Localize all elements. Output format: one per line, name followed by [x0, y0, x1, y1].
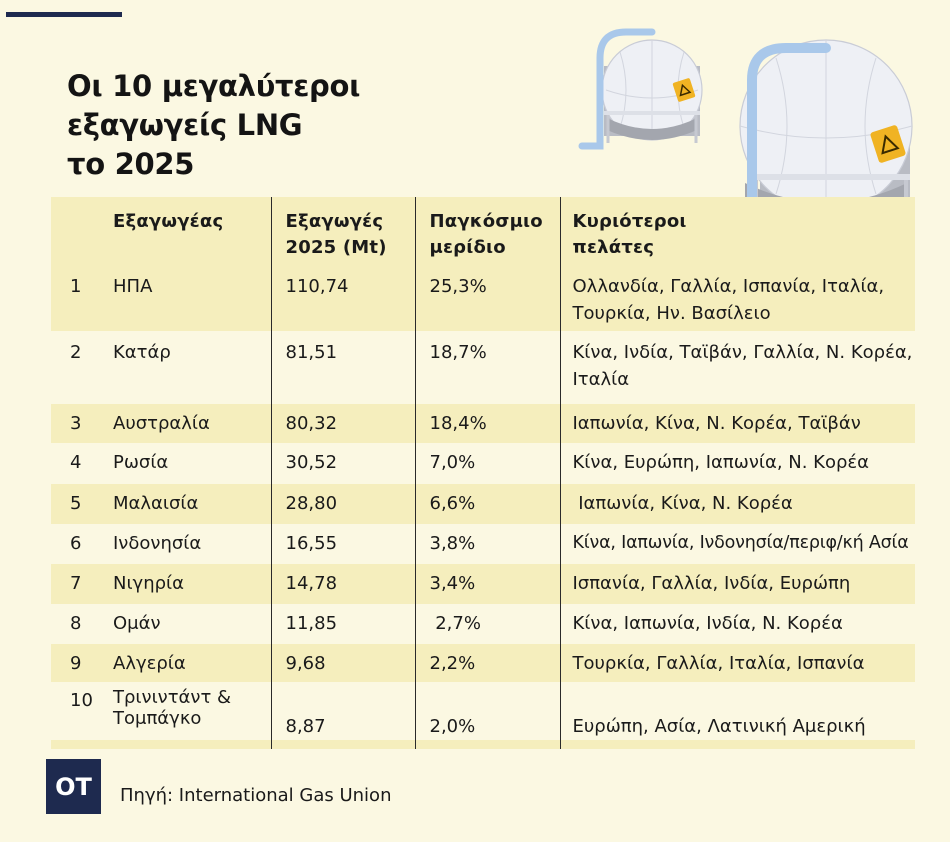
- table-row: 9 Αλγερία 9,68 2,2% Τουρκία, Γαλλία, Ιτα…: [51, 644, 915, 682]
- table-row: 8 Ομάν 11,85 2,7% Κίνα, Ιαπωνία, Ινδία, …: [51, 604, 915, 644]
- hazard-icon: [870, 125, 906, 163]
- header-share: Παγκόσμιο μερίδιο: [414, 197, 560, 270]
- cell-exporter: Ρωσία: [113, 452, 169, 473]
- lng-tank-icon: [578, 28, 703, 150]
- table-row: 6 Ινδονησία 16,55 3,8% Κίνα, Ιαπωνία, Ιν…: [51, 524, 915, 564]
- cell-exports: 8,87: [270, 682, 415, 740]
- lng-tanks-illustration: [578, 28, 913, 243]
- cell-rank: 10: [70, 690, 93, 711]
- title-line-3: το 2025: [67, 147, 195, 181]
- cell-customers: Ιαπωνία, Κίνα, Ν. Κορέα, Ταϊβάν: [559, 404, 915, 443]
- cell-exports: 11,85: [270, 604, 415, 644]
- cell-share: 3,4%: [414, 564, 560, 604]
- cell-customers: Τουρκία, Γαλλία, Ιταλία, Ισπανία: [559, 644, 915, 682]
- table-row: 3 Αυστραλία 80,32 18,4% Ιαπωνία, Κίνα, Ν…: [51, 404, 915, 443]
- table-row: 1 ΗΠΑ 110,74 25,3% Ολλανδία, Γαλλία, Ισπ…: [51, 270, 915, 331]
- cell-exporter: Κατάρ: [113, 342, 171, 363]
- cell-customers: Ισπανία, Γαλλία, Ινδία, Ευρώπη: [559, 564, 915, 604]
- cell-rank: 2: [70, 342, 82, 363]
- cell-exports: 80,32: [270, 404, 415, 443]
- cell-rank: 6: [70, 533, 82, 554]
- cell-exporter: Μαλαισία: [113, 493, 199, 514]
- table-footer-band: [51, 740, 915, 749]
- cell-rank: 5: [70, 493, 82, 514]
- cell-exports: 28,80: [270, 484, 415, 524]
- cell-customers: Κίνα, Ευρώπη, Ιαπωνία, Ν. Κορέα: [559, 443, 915, 484]
- cell-share: 25,3%: [414, 270, 560, 331]
- cell-rank: 7: [70, 573, 82, 594]
- cell-rank: 3: [70, 413, 82, 434]
- cell-exports: 81,51: [270, 331, 415, 404]
- page-title: Οι 10 μεγαλύτεροι εξαγωγείς LNG το 2025: [67, 67, 360, 184]
- table-row: 5 Μαλαισία 28,80 6,6% Ιαπωνία, Κίνα, Ν. …: [51, 484, 915, 524]
- header-exports: Εξαγωγές 2025 (Mt): [270, 197, 415, 270]
- top-accent-rule: [6, 12, 122, 17]
- header-exporter: Εξαγωγέας: [113, 211, 224, 232]
- cell-customers: Κίνα, Ινδία, Ταϊβάν, Γαλλία, Ν. Κορέα, Ιτ…: [559, 331, 915, 404]
- table-row: 10 Τρινιντάντ & Τομπάγκο 8,87 2,0% Ευρώπη…: [51, 682, 915, 740]
- lng-exporters-table: Εξαγωγέας Εξαγωγές 2025 (Mt) Παγκόσμιο μερ…: [51, 197, 915, 749]
- cell-exports: 9,68: [270, 644, 415, 682]
- cell-exporter: ΗΠΑ: [113, 276, 153, 297]
- cell-customers: Ολλανδία, Γαλλία, Ισπανία, Ιταλία, Τουρκί…: [559, 270, 915, 331]
- cell-share: 3,8%: [414, 524, 560, 564]
- cell-rank: 9: [70, 653, 82, 674]
- cell-customers: Ευρώπη, Ασία, Λατινική Αμερική: [559, 682, 915, 740]
- cell-share: 6,6%: [414, 484, 560, 524]
- table-header-row: Εξαγωγέας Εξαγωγές 2025 (Mt) Παγκόσμιο μερ…: [51, 197, 915, 270]
- cell-customers: Κίνα, Ιαπωνία, Ινδία, Ν. Κορέα: [559, 604, 915, 644]
- table-row: 4 Ρωσία 30,52 7,0% Κίνα, Ευρώπη, Ιαπωνία…: [51, 443, 915, 484]
- cell-exporter: Ινδονησία: [113, 533, 202, 554]
- cell-exports: 14,78: [270, 564, 415, 604]
- cell-share: 18,4%: [414, 404, 560, 443]
- title-line-1: Οι 10 μεγαλύτεροι: [67, 69, 361, 103]
- cell-exporter: Ομάν: [113, 613, 161, 634]
- cell-rank: 1: [70, 276, 82, 297]
- cell-customers: Κίνα, Ιαπωνία, Ινδονησία/περιφ/κή Ασία: [559, 524, 915, 564]
- header-rank: [51, 197, 101, 270]
- cell-exporter: Αλγερία: [113, 653, 186, 674]
- cell-exporter: Αυστραλία: [113, 413, 210, 434]
- table-row: 7 Νιγηρία 14,78 3,4% Ισπανία, Γαλλία, Ιν…: [51, 564, 915, 604]
- cell-exports: 16,55: [270, 524, 415, 564]
- cell-share: 7,0%: [414, 443, 560, 484]
- cell-customers: Ιαπωνία, Κίνα, Ν. Κορέα: [559, 484, 915, 524]
- table-row: 2 Κατάρ 81,51 18,7% Κίνα, Ινδία, Ταϊβάν,…: [51, 331, 915, 404]
- publisher-logo: OT: [46, 759, 101, 814]
- title-line-2: εξαγωγείς LNG: [67, 108, 303, 142]
- cell-rank: 8: [70, 613, 82, 634]
- header-customers: Κυριότεροι πελάτες: [559, 197, 915, 270]
- cell-exports: 30,52: [270, 443, 415, 484]
- hazard-icon: [672, 78, 696, 102]
- cell-share: 2,2%: [414, 644, 560, 682]
- cell-share: 18,7%: [414, 331, 560, 404]
- source-note: Πηγή: International Gas Union: [120, 785, 392, 806]
- cell-exporter: Τρινιντάντ & Τομπάγκο: [113, 687, 232, 729]
- cell-share: 2,7%: [414, 604, 560, 644]
- cell-rank: 4: [70, 452, 82, 473]
- cell-share: 2,0%: [414, 682, 560, 740]
- cell-exports: 110,74: [270, 270, 415, 331]
- cell-exporter: Νιγηρία: [113, 573, 184, 594]
